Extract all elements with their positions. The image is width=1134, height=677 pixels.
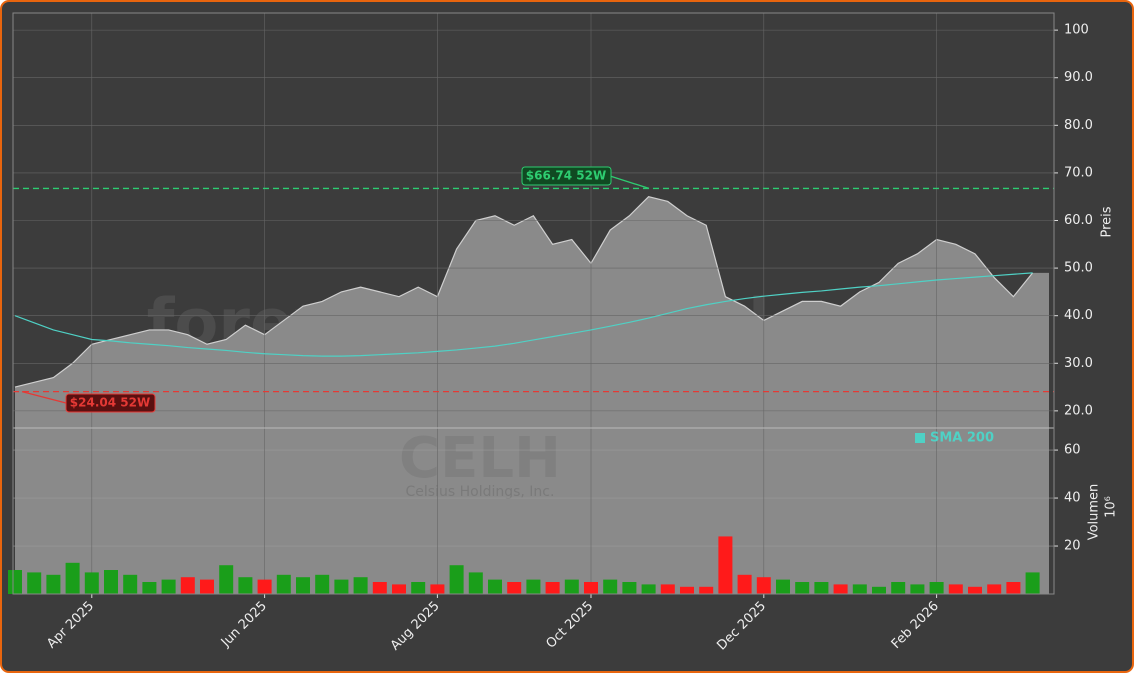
volume-bar xyxy=(430,584,445,594)
volume-bar xyxy=(334,579,349,594)
volume-bar xyxy=(1006,582,1021,594)
volume-bar xyxy=(161,579,176,594)
volume-bar xyxy=(1025,572,1040,594)
volume-bar xyxy=(872,586,886,594)
volume-bar xyxy=(296,577,310,594)
volume-bar xyxy=(756,577,771,594)
volume-bar xyxy=(603,579,618,594)
volume-bar xyxy=(545,582,560,594)
volume-bar xyxy=(8,570,22,594)
y-tick-label: 40.0 xyxy=(1064,308,1093,323)
annotation-label: $24.04 52W xyxy=(70,396,150,410)
y-tick-label: 70.0 xyxy=(1064,165,1093,180)
y-tick-label: 60.0 xyxy=(1064,213,1093,228)
volume-bar xyxy=(507,582,522,594)
volume-bar xyxy=(142,582,157,594)
volume-bar xyxy=(180,577,195,594)
volume-bar xyxy=(219,565,234,594)
volume-bar xyxy=(968,586,982,594)
volume-bar xyxy=(468,572,483,594)
y-axis-title: Preis xyxy=(1100,206,1115,237)
volume-bar xyxy=(84,572,99,594)
volume-bar xyxy=(910,584,925,594)
volume-bar xyxy=(660,584,675,594)
volume-bar xyxy=(929,582,944,594)
annotation-box xyxy=(65,393,156,413)
volume-bar xyxy=(46,574,61,594)
volume-bar xyxy=(641,584,656,594)
annotation-arrow xyxy=(609,175,650,190)
volume-bar xyxy=(392,584,406,594)
y-axis-unit: 10⁶ xyxy=(1104,496,1119,518)
y-axis-title: Volumen xyxy=(1087,484,1102,541)
y-tick-label: 100 xyxy=(1064,23,1089,38)
y-tick-label: 20 xyxy=(1064,539,1081,554)
volume-bar xyxy=(200,579,214,594)
volume-bar xyxy=(737,574,752,594)
volume-bar xyxy=(852,584,867,594)
volume-bar xyxy=(891,582,906,594)
volume-bar xyxy=(257,579,272,594)
legend-swatch xyxy=(915,433,925,443)
volume-bar xyxy=(564,579,579,594)
watermark: Celsius Holdings, Inc. xyxy=(406,484,555,500)
volume-bar xyxy=(795,582,810,594)
volume-bar xyxy=(814,582,829,594)
volume-bar xyxy=(449,565,464,594)
volume-bar xyxy=(584,582,598,594)
volume-bar xyxy=(488,579,502,594)
y-tick-label: 30.0 xyxy=(1064,356,1093,371)
volume-bar xyxy=(27,572,42,594)
volume-bar xyxy=(833,584,848,594)
legend-label: SMA 200 xyxy=(930,431,994,446)
volume-bar xyxy=(622,582,637,594)
volume-bar xyxy=(526,579,541,594)
y-tick-label: 90.0 xyxy=(1064,70,1093,85)
volume-bar xyxy=(353,577,368,594)
volume-bar xyxy=(987,584,1002,594)
volume-bar xyxy=(238,577,253,594)
plot-border xyxy=(12,12,1055,595)
volume-bar xyxy=(372,582,387,594)
y-tick-label: 20.0 xyxy=(1064,403,1093,418)
volume-bar xyxy=(276,574,291,594)
annotation-arrow xyxy=(21,391,67,404)
volume-bar xyxy=(776,579,790,594)
price-area-fill xyxy=(15,196,1049,428)
volume-bg xyxy=(15,428,1049,594)
volume-bar xyxy=(718,536,733,594)
y-tick-label: 50.0 xyxy=(1064,261,1093,276)
volume-bar xyxy=(948,584,963,594)
sma-line xyxy=(14,272,1033,357)
annotation-box xyxy=(521,166,612,186)
volume-bar xyxy=(65,562,80,594)
watermark: CELH xyxy=(399,426,561,491)
volume-bar xyxy=(699,586,714,594)
y-tick-label: 60 xyxy=(1064,443,1081,458)
volume-bar xyxy=(680,586,694,594)
volume-bar xyxy=(123,574,138,594)
y-tick-label: 80.0 xyxy=(1064,118,1093,133)
volume-bar xyxy=(411,582,426,594)
volume-bar xyxy=(315,574,330,594)
annotation-label: $66.74 52W xyxy=(526,169,606,183)
y-tick-label: 40 xyxy=(1064,491,1081,506)
volume-bar xyxy=(104,570,118,594)
